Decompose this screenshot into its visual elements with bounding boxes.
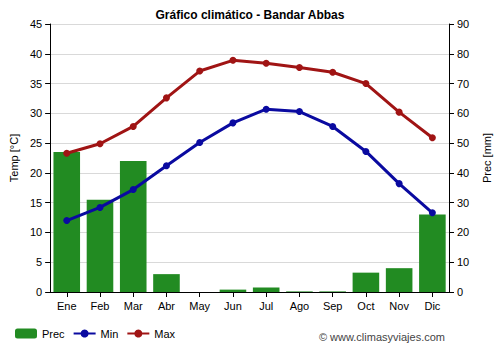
svg-text:Prec: Prec: [42, 328, 65, 340]
svg-text:5: 5: [36, 256, 42, 268]
svg-text:50: 50: [457, 137, 469, 149]
svg-text:20: 20: [457, 226, 469, 238]
svg-text:90: 90: [457, 18, 469, 30]
svg-text:Ago: Ago: [290, 300, 310, 312]
svg-text:Ene: Ene: [57, 300, 77, 312]
svg-text:45: 45: [30, 18, 42, 30]
svg-text:20: 20: [30, 167, 42, 179]
svg-text:60: 60: [457, 107, 469, 119]
svg-text:0: 0: [36, 286, 42, 298]
svg-text:70: 70: [457, 78, 469, 90]
svg-text:Jun: Jun: [224, 300, 242, 312]
svg-text:Max: Max: [154, 328, 175, 340]
svg-text:Jul: Jul: [259, 300, 273, 312]
svg-text:30: 30: [457, 197, 469, 209]
svg-text:30: 30: [30, 107, 42, 119]
svg-text:Sep: Sep: [323, 300, 343, 312]
svg-text:Mar: Mar: [124, 300, 143, 312]
svg-text:Min: Min: [101, 328, 119, 340]
svg-text:0: 0: [457, 286, 463, 298]
svg-text:40: 40: [30, 48, 42, 60]
svg-text:15: 15: [30, 197, 42, 209]
svg-text:© www.climasyviajes.com: © www.climasyviajes.com: [319, 331, 445, 343]
svg-text:10: 10: [30, 226, 42, 238]
svg-text:Nov: Nov: [389, 300, 409, 312]
svg-text:Dic: Dic: [424, 300, 440, 312]
svg-text:Oct: Oct: [357, 300, 374, 312]
svg-text:Abr: Abr: [158, 300, 175, 312]
svg-text:80: 80: [457, 48, 469, 60]
svg-text:Temp [°C]: Temp [°C]: [8, 134, 20, 182]
svg-text:10: 10: [457, 256, 469, 268]
svg-text:Feb: Feb: [91, 300, 110, 312]
svg-text:35: 35: [30, 78, 42, 90]
svg-text:25: 25: [30, 137, 42, 149]
svg-text:May: May: [189, 300, 210, 312]
svg-text:Prec [mm]: Prec [mm]: [481, 133, 493, 183]
svg-text:Gráfico climático - Bandar Abb: Gráfico climático - Bandar Abbas: [156, 8, 345, 22]
svg-text:40: 40: [457, 167, 469, 179]
